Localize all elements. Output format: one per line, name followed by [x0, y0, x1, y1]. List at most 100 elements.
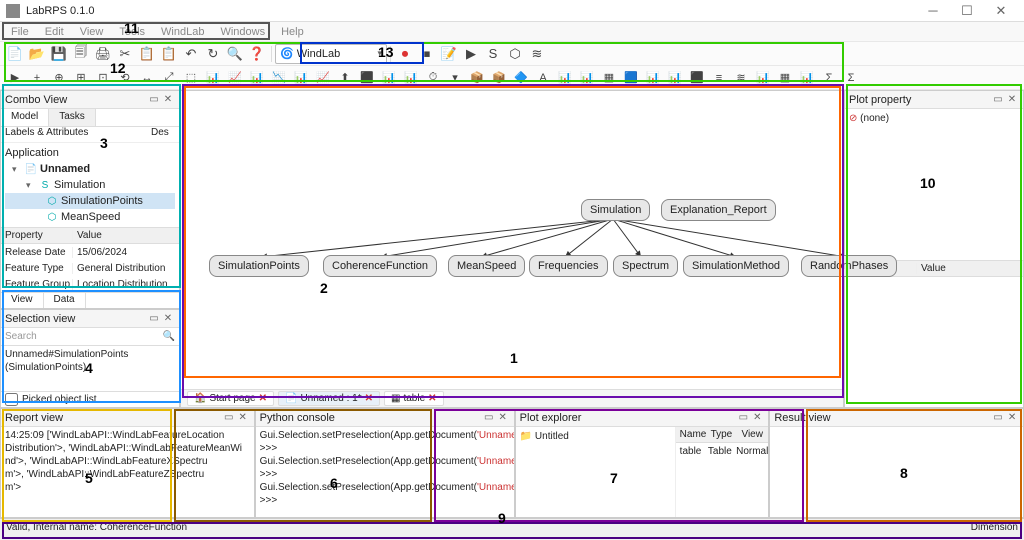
toolbar-icon[interactable]: 📂 — [26, 44, 48, 64]
toolbar-icon[interactable]: ≋ — [526, 44, 548, 64]
toolbar-icon[interactable]: ⬆ — [334, 68, 356, 88]
toolbar-icon[interactable]: 📈 — [224, 68, 246, 88]
undock-icon[interactable]: ▭ — [482, 411, 496, 425]
menu-help[interactable]: Help — [274, 24, 311, 40]
doc-tab[interactable]: ▦table✕ — [384, 391, 444, 406]
toolbar-icon[interactable]: 📝 — [438, 44, 460, 64]
toolbar-icon[interactable]: 📊 — [246, 68, 268, 88]
toolbar-icon[interactable]: ≋ — [730, 68, 752, 88]
tab-view[interactable]: View — [1, 293, 44, 308]
tab-tasks[interactable]: Tasks — [49, 109, 96, 126]
toolbar-icon[interactable]: 📊 — [796, 68, 818, 88]
toolbar-icon[interactable]: ≡ — [708, 68, 730, 88]
toolbar-icon[interactable]: 🔷 — [510, 68, 532, 88]
toolbar-icon[interactable]: 📉 — [268, 68, 290, 88]
toolbar-icon[interactable]: ▶ — [460, 44, 482, 64]
graph-node-sp[interactable]: SimulationPoints — [209, 255, 309, 277]
graph-node-fr[interactable]: Frequencies — [529, 255, 608, 277]
toolbar-icon[interactable]: S — [482, 44, 504, 64]
property-row[interactable]: Feature GroupLocation Distribution — [1, 276, 179, 292]
toolbar-icon[interactable]: 📊 — [290, 68, 312, 88]
toolbar-icon[interactable]: ▦ — [598, 68, 620, 88]
close-button[interactable]: ✕ — [984, 1, 1018, 21]
toolbar-icon[interactable]: 📄 — [4, 44, 26, 64]
tree-meanspeed[interactable]: ⬡MeanSpeed — [5, 209, 175, 225]
property-row[interactable]: Release Date15/06/2024 — [1, 244, 179, 260]
graph-node-exp[interactable]: Explanation_Report — [661, 199, 776, 221]
toolbar-icon[interactable]: ⤢ — [158, 68, 180, 88]
toolbar-icon[interactable]: ⏱ — [422, 68, 444, 88]
report-body[interactable]: 14:25:09 ['WindLabAPI::WindLabFeatureLoc… — [1, 427, 254, 517]
toolbar-icon[interactable]: ⊡ — [92, 68, 114, 88]
search-input[interactable]: Search🔍 — [1, 328, 179, 346]
console-body[interactable]: Gui.Selection.setPreselection(App.getDoc… — [256, 427, 514, 517]
toolbar-icon[interactable]: Σ — [818, 68, 840, 88]
tree-sim[interactable]: ▾SSimulation — [5, 177, 175, 193]
tab-data[interactable]: Data — [44, 293, 86, 308]
toolbar-icon[interactable]: 📊 — [400, 68, 422, 88]
close-icon[interactable]: ✕ — [161, 312, 175, 326]
menu-windlab[interactable]: WindLab — [154, 24, 211, 40]
close-icon[interactable]: ✕ — [750, 411, 764, 425]
close-icon[interactable]: ✕ — [1005, 93, 1019, 107]
toolbar-icon[interactable]: A — [532, 68, 554, 88]
table-row[interactable]: tableTableNormal — [676, 443, 769, 459]
property-row[interactable]: Feature TypeGeneral Distribution — [1, 260, 179, 276]
toolbar-icon[interactable]: 📊 — [378, 68, 400, 88]
toolbar-icon[interactable]: ⬡ — [504, 44, 526, 64]
tree-simulationpoints[interactable]: ⬡SimulationPoints — [5, 193, 175, 209]
toolbar-icon[interactable]: 🖨 — [92, 44, 114, 64]
toolbar-icon[interactable]: 📊 — [752, 68, 774, 88]
toolbar-icon[interactable]: 📊 — [554, 68, 576, 88]
toolbar-icon[interactable]: ⬛ — [686, 68, 708, 88]
toolbar-icon[interactable]: ⬛ — [356, 68, 378, 88]
graph-node-ms[interactable]: MeanSpeed — [448, 255, 525, 277]
toolbar-icon[interactable]: 💾 — [48, 44, 70, 64]
selection-item[interactable]: Unnamed#SimulationPoints (SimulationPoin… — [1, 346, 179, 391]
graph-canvas[interactable]: Simulation Explanation_Report SimulationPo… — [181, 91, 843, 389]
close-icon[interactable]: ✕ — [428, 393, 436, 404]
tab-model[interactable]: Model — [1, 109, 49, 126]
toolbar-icon[interactable]: 🟦 — [620, 68, 642, 88]
toolbar-icon[interactable]: ⊞ — [70, 68, 92, 88]
tree-app[interactable]: Application — [5, 145, 175, 161]
picked-checkbox[interactable] — [5, 393, 18, 406]
close-icon[interactable]: ✕ — [365, 393, 373, 404]
plot-explorer-tree[interactable]: 📁 Untitled — [516, 427, 676, 517]
toolbar-icon[interactable]: 📊 — [202, 68, 224, 88]
toolbar-icon[interactable]: 📈 — [312, 68, 334, 88]
toolbar-icon[interactable]: Σ — [840, 68, 862, 88]
graph-node-cf[interactable]: CoherenceFunction — [323, 255, 437, 277]
graph-node-sm[interactable]: SimulationMethod — [683, 255, 789, 277]
minimize-button[interactable]: ─ — [916, 1, 950, 21]
graph-node-rp[interactable]: RandomPhases — [801, 255, 897, 277]
maximize-button[interactable]: ☐ — [950, 1, 984, 21]
doc-tab[interactable]: 📄Unnamed : 1*✕ — [278, 391, 380, 406]
toolbar-icon[interactable]: 📦 — [466, 68, 488, 88]
undock-icon[interactable]: ▭ — [736, 411, 750, 425]
toolbar-icon[interactable]: ⟲ — [114, 68, 136, 88]
close-icon[interactable]: ✕ — [161, 93, 175, 107]
toolbar-icon[interactable]: ✂ — [114, 44, 136, 64]
workbench-selector[interactable]: 🌀 WindLab▾ — [275, 44, 387, 64]
toolbar-icon[interactable]: 📊 — [664, 68, 686, 88]
toolbar-icon[interactable]: ❓ — [246, 44, 268, 64]
toolbar-icon[interactable]: 📦 — [488, 68, 510, 88]
close-icon[interactable]: ✕ — [496, 411, 510, 425]
doc-tab[interactable]: 🏠Start page✕ — [187, 391, 274, 406]
menu-tools[interactable]: Tools — [112, 24, 152, 40]
toolbar-icon[interactable]: ⊕ — [48, 68, 70, 88]
menu-windows[interactable]: Windows — [213, 24, 272, 40]
close-icon[interactable]: ✕ — [259, 393, 267, 404]
menu-edit[interactable]: Edit — [38, 24, 71, 40]
toolbar-icon[interactable]: 🗐 — [70, 44, 92, 64]
toolbar-icon[interactable]: 📊 — [576, 68, 598, 88]
close-icon[interactable]: ✕ — [1005, 411, 1019, 425]
toolbar-icon[interactable]: ↶ — [180, 44, 202, 64]
toolbar-icon[interactable]: ⬚ — [180, 68, 202, 88]
undock-icon[interactable]: ▭ — [991, 93, 1005, 107]
undock-icon[interactable]: ▭ — [147, 93, 161, 107]
toolbar-icon[interactable]: ⏺ — [394, 44, 416, 64]
graph-node-sim[interactable]: Simulation — [581, 199, 650, 221]
menu-view[interactable]: View — [73, 24, 111, 40]
